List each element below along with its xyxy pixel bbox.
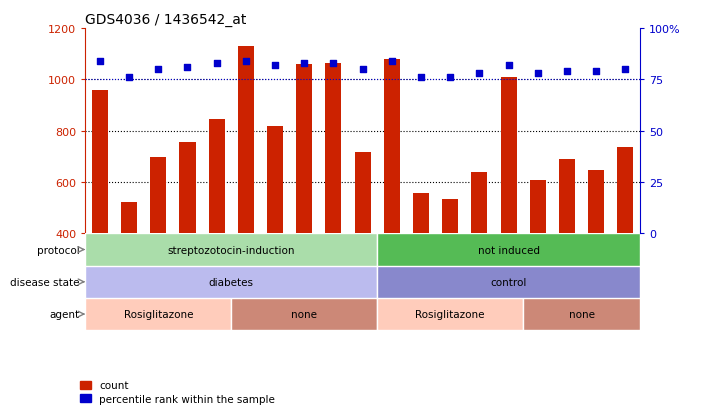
- Point: [269, 62, 281, 69]
- Bar: [231, 298, 378, 330]
- Text: control: control: [491, 277, 527, 287]
- Bar: [442, 199, 458, 234]
- Bar: [588, 170, 604, 234]
- Bar: [92, 90, 108, 234]
- Bar: [378, 266, 640, 298]
- Point: [328, 60, 339, 67]
- Bar: [384, 59, 400, 234]
- Point: [532, 71, 543, 77]
- Bar: [179, 142, 196, 234]
- Bar: [85, 234, 378, 266]
- Bar: [523, 298, 640, 330]
- Bar: [559, 160, 575, 234]
- Point: [182, 64, 193, 71]
- Text: none: none: [292, 309, 317, 319]
- Text: agent: agent: [50, 309, 80, 319]
- Bar: [530, 180, 546, 234]
- Bar: [121, 202, 137, 234]
- Bar: [326, 64, 341, 234]
- Text: diabetes: diabetes: [209, 277, 254, 287]
- Bar: [413, 194, 429, 234]
- Text: not induced: not induced: [478, 245, 540, 255]
- Point: [240, 58, 252, 65]
- Bar: [85, 298, 231, 330]
- Point: [153, 66, 164, 73]
- Bar: [237, 47, 254, 234]
- Point: [561, 69, 572, 75]
- Point: [619, 66, 631, 73]
- Point: [415, 75, 427, 81]
- Bar: [150, 157, 166, 234]
- Text: none: none: [569, 309, 594, 319]
- Point: [357, 66, 368, 73]
- Text: streptozotocin-induction: streptozotocin-induction: [168, 245, 295, 255]
- Text: Rosiglitazone: Rosiglitazone: [124, 309, 193, 319]
- Bar: [617, 148, 634, 234]
- Text: GDS4036 / 1436542_at: GDS4036 / 1436542_at: [85, 12, 247, 26]
- Bar: [296, 65, 312, 234]
- Point: [590, 69, 602, 75]
- Point: [503, 62, 514, 69]
- Point: [386, 58, 397, 65]
- Point: [95, 58, 106, 65]
- Point: [299, 60, 310, 67]
- Bar: [378, 234, 640, 266]
- Point: [211, 60, 223, 67]
- Bar: [267, 126, 283, 234]
- Point: [124, 75, 135, 81]
- Bar: [85, 266, 378, 298]
- Bar: [378, 298, 523, 330]
- Bar: [208, 120, 225, 234]
- Bar: [355, 153, 370, 234]
- Text: protocol: protocol: [37, 245, 80, 255]
- Legend: count, percentile rank within the sample: count, percentile rank within the sample: [76, 376, 279, 408]
- Bar: [501, 78, 517, 234]
- Bar: [471, 172, 487, 234]
- Point: [444, 75, 456, 81]
- Text: disease state: disease state: [10, 277, 80, 287]
- Text: Rosiglitazone: Rosiglitazone: [415, 309, 485, 319]
- Point: [474, 71, 485, 77]
